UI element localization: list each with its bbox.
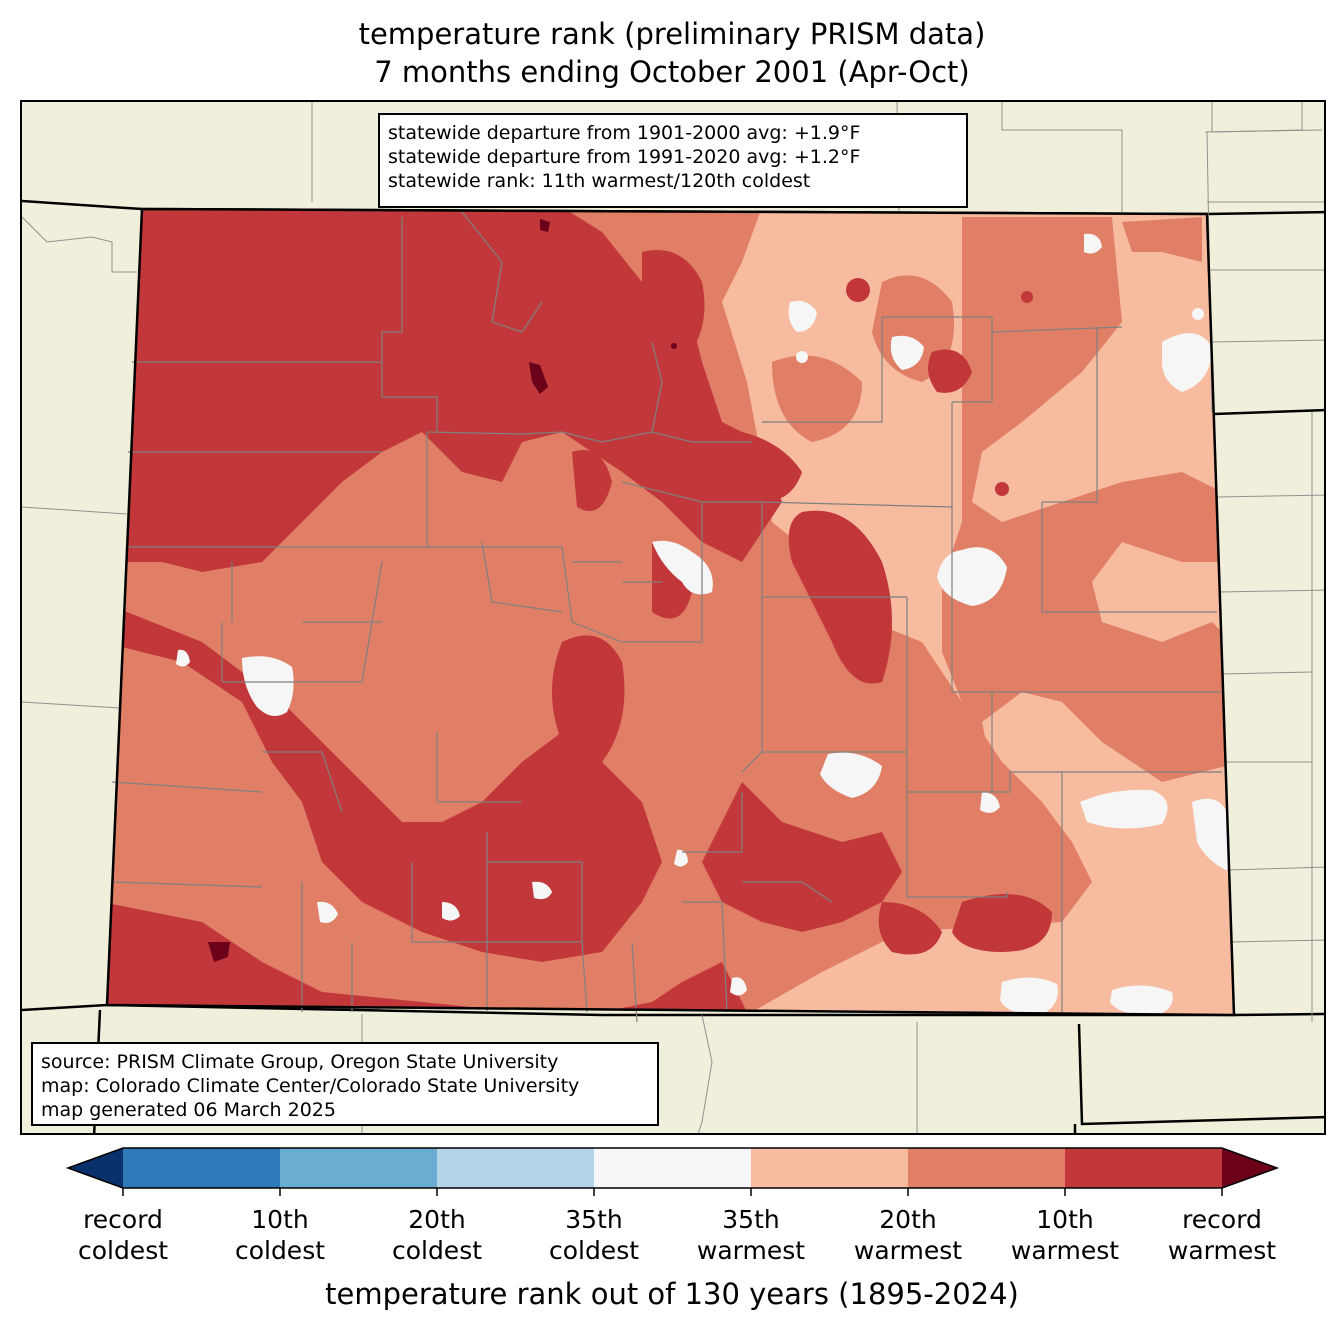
colorbar-extend-warm xyxy=(1222,1148,1277,1188)
rank-record-warmest-spots xyxy=(208,219,677,962)
colorbar-segment xyxy=(594,1148,752,1188)
county-lines xyxy=(111,211,1222,1023)
rank-near-normal-patches xyxy=(176,233,1230,1015)
stats-statewide-rank: statewide rank: 11th warmest/120th colde… xyxy=(388,170,811,192)
colorbar-tick-35th-coldest: 35th coldest xyxy=(548,1205,640,1265)
colorbar-axis-label: temperature rank out of 130 years (1895-… xyxy=(325,1277,1019,1311)
colorbar-segment xyxy=(123,1148,281,1188)
map-title-line-1: temperature rank (preliminary PRISM data… xyxy=(358,17,986,51)
colorbar xyxy=(65,1147,1280,1196)
colorbar-segment xyxy=(280,1148,438,1188)
colorbar-tick-35th-warmest: 35th warmest xyxy=(696,1205,806,1265)
colorbar-tick-20th-warmest: 20th warmest xyxy=(853,1205,963,1265)
statewide-stats-box: statewide departure from 1901-2000 avg: … xyxy=(378,113,968,208)
colorbar-segment xyxy=(908,1148,1066,1188)
colorbar-tick-10th-warmest: 10th warmest xyxy=(1010,1205,1120,1265)
map-title-line-2: 7 months ending October 2001 (Apr-Oct) xyxy=(374,55,970,89)
colorbar-segment xyxy=(751,1148,909,1188)
colorbar-segment xyxy=(1065,1148,1223,1188)
colorbar-tick-20th-coldest: 20th coldest xyxy=(391,1205,483,1265)
colorado-rank-map xyxy=(20,100,1326,1135)
stats-departure-1991-2020: statewide departure from 1991-2020 avg: … xyxy=(388,146,861,168)
colorbar-tick-record-coldest: record coldest xyxy=(77,1205,169,1265)
stats-departure-1901-2000: statewide departure from 1901-2000 avg: … xyxy=(388,122,861,144)
colorbar-segment xyxy=(437,1148,595,1188)
colorbar-extend-cold xyxy=(68,1148,123,1188)
credits-map: map: Colorado Climate Center/Colorado St… xyxy=(41,1075,580,1097)
colorbar-tick-10th-coldest: 10th coldest xyxy=(234,1205,326,1265)
credits-box: source: PRISM Climate Group, Oregon Stat… xyxy=(31,1042,659,1126)
credits-generated: map generated 06 March 2025 xyxy=(41,1099,336,1121)
credits-source: source: PRISM Climate Group, Oregon Stat… xyxy=(41,1051,559,1073)
colorado-border xyxy=(105,207,1236,1017)
map-svg xyxy=(22,102,1324,1133)
colorbar-tick-record-warmest: record warmest xyxy=(1167,1205,1277,1265)
